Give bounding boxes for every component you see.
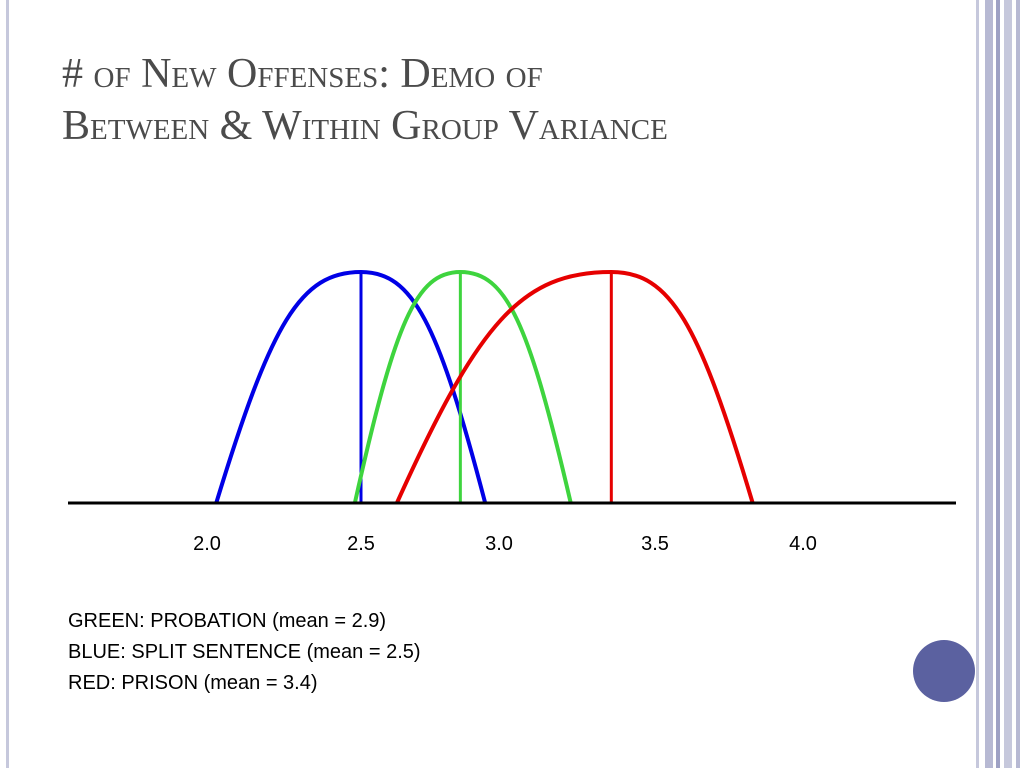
slide-right-decoration xyxy=(976,0,1024,768)
x-axis-tick-labels: 2.0 2.5 3.0 3.5 4.0 xyxy=(193,533,817,555)
curve-split-sentence xyxy=(214,269,488,504)
title-line-1: # of New Offenses: Demo of xyxy=(62,51,543,97)
slide-left-border xyxy=(6,0,9,768)
x-tick-label: 4.0 xyxy=(789,533,817,555)
title-line-2: Between & Within Group Variance xyxy=(62,103,668,149)
x-tick-label: 3.5 xyxy=(641,533,669,555)
distribution-curves xyxy=(214,269,755,504)
x-tick-label: 2.0 xyxy=(193,533,221,555)
legend: GREEN: PROBATION (mean = 2.9) BLUE: SPLI… xyxy=(68,606,421,699)
decorative-circle xyxy=(913,640,975,702)
legend-item-probation: GREEN: PROBATION (mean = 2.9) xyxy=(68,610,387,632)
legend-item-prison: RED: PRISON (mean = 3.4) xyxy=(68,672,318,694)
slide-title: # of New Offenses: Demo of Between & Wit… xyxy=(62,48,942,152)
curve-probation xyxy=(352,269,573,504)
x-tick-label: 2.5 xyxy=(347,533,375,555)
legend-item-split-sentence: BLUE: SPLIT SENTENCE (mean = 2.5) xyxy=(68,641,421,663)
x-tick-label: 3.0 xyxy=(485,533,513,555)
